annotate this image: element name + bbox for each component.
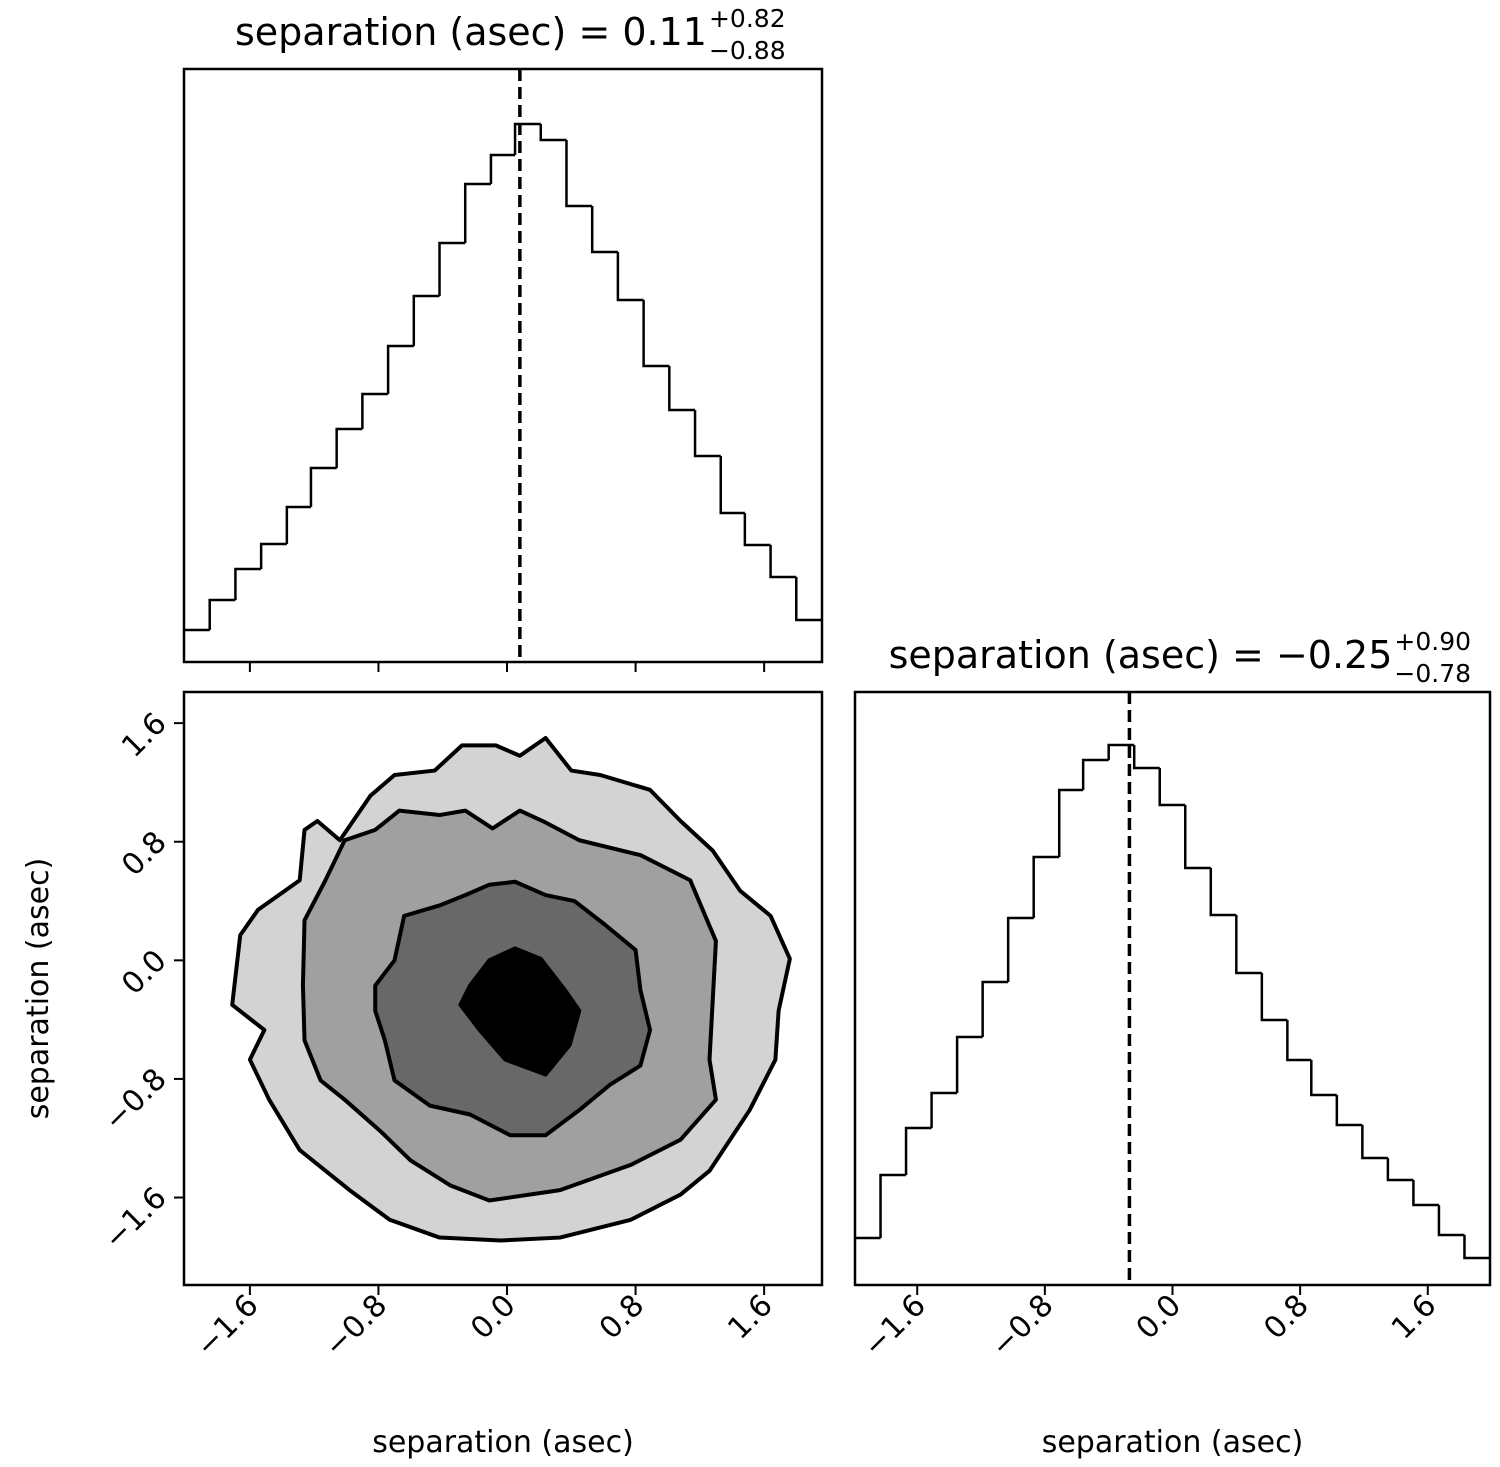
histogram-bin	[361, 392, 389, 429]
histogram-bin	[259, 542, 287, 569]
histogram-bin	[955, 1035, 983, 1093]
histogram-bin	[1235, 915, 1262, 975]
histogram-bin	[1158, 768, 1186, 807]
histogram-bin	[539, 124, 567, 142]
histogram-bin	[1361, 1125, 1388, 1160]
histogram-bin	[904, 1126, 932, 1175]
histogram-bin	[234, 567, 262, 600]
panel-title: separation (asec) = −0.25	[889, 633, 1393, 677]
histogram-bin	[1260, 973, 1288, 1022]
histogram-bin	[616, 252, 644, 302]
x-tick-label: −0.8	[318, 1288, 394, 1364]
y-tick-label: 0.0	[115, 943, 173, 1001]
panel-title: separation (asec) = 0.11	[235, 10, 707, 54]
histogram-bin	[1437, 1205, 1465, 1237]
x-tick-label: −1.6	[189, 1288, 265, 1364]
histogram-bin	[438, 241, 466, 296]
title-superscript: +0.82	[709, 4, 786, 33]
histogram-bin	[1310, 1060, 1337, 1097]
y-tick-label: −0.8	[97, 1062, 173, 1138]
plot-frame	[182, 690, 824, 1287]
title-subscript: −0.88	[709, 36, 786, 65]
x-tick-label: −0.8	[984, 1288, 1060, 1364]
histogram-bin	[795, 577, 822, 622]
histogram-bin	[1107, 743, 1135, 760]
contour-level	[458, 946, 582, 1077]
x-tick-label: 1.6	[1385, 1288, 1443, 1346]
histogram-bin	[309, 466, 337, 507]
histogram-bin	[879, 1173, 907, 1238]
title-superscript: +0.90	[1394, 627, 1471, 656]
histogram-bin	[208, 598, 236, 630]
x-tick-label: −1.6	[857, 1288, 933, 1364]
x-tick-label: 0.8	[593, 1288, 651, 1346]
histogram-bin	[1184, 805, 1211, 870]
histogram-bin	[1006, 916, 1034, 982]
histogram-bin	[590, 206, 618, 254]
histogram-bin	[668, 366, 696, 412]
histogram-bin	[565, 140, 593, 208]
histogram-bin	[1032, 855, 1060, 918]
title-subscript: −0.78	[1394, 659, 1471, 688]
histogram-bin	[386, 344, 414, 394]
histogram-bin	[489, 153, 516, 184]
histogram-bin	[463, 182, 491, 243]
x-tick-label: 0.8	[1257, 1288, 1315, 1346]
histogram-bin	[743, 513, 771, 547]
histogram-bin	[335, 427, 363, 468]
y-axis-label: separation (asec)	[21, 858, 56, 1120]
y-tick-label: −1.6	[97, 1180, 173, 1256]
histogram-bin	[412, 294, 440, 346]
x-tick-label: 0.0	[1130, 1288, 1188, 1346]
histogram-bin	[693, 410, 721, 458]
histogram-bin	[1057, 788, 1084, 857]
histogram-bin	[642, 300, 670, 368]
histogram-bin	[981, 980, 1009, 1037]
histogram-bin	[1081, 758, 1109, 790]
histogram-bin	[1463, 1235, 1490, 1260]
histogram-bin	[930, 1091, 958, 1128]
x-tick-label: 0.0	[464, 1288, 522, 1346]
x-axis-label: separation (asec)	[1042, 1425, 1304, 1460]
histogram-bin	[719, 456, 745, 515]
histogram-bin	[1209, 868, 1237, 917]
histogram-bin	[769, 545, 797, 579]
plot-frame	[182, 67, 824, 664]
histogram-bin	[285, 505, 311, 544]
histogram-bin	[1335, 1095, 1363, 1127]
y-tick-label: 0.8	[115, 825, 173, 883]
histogram-bin	[513, 122, 541, 155]
x-axis-label: separation (asec)	[372, 1425, 634, 1460]
histogram-bin	[1132, 745, 1160, 770]
plot-frame	[853, 690, 1492, 1287]
x-tick-label: 1.6	[721, 1288, 779, 1346]
y-tick-label: 1.6	[115, 706, 173, 764]
histogram-bin	[1386, 1158, 1414, 1182]
histogram-bin	[1412, 1180, 1439, 1207]
histogram-bin	[1286, 1020, 1312, 1062]
